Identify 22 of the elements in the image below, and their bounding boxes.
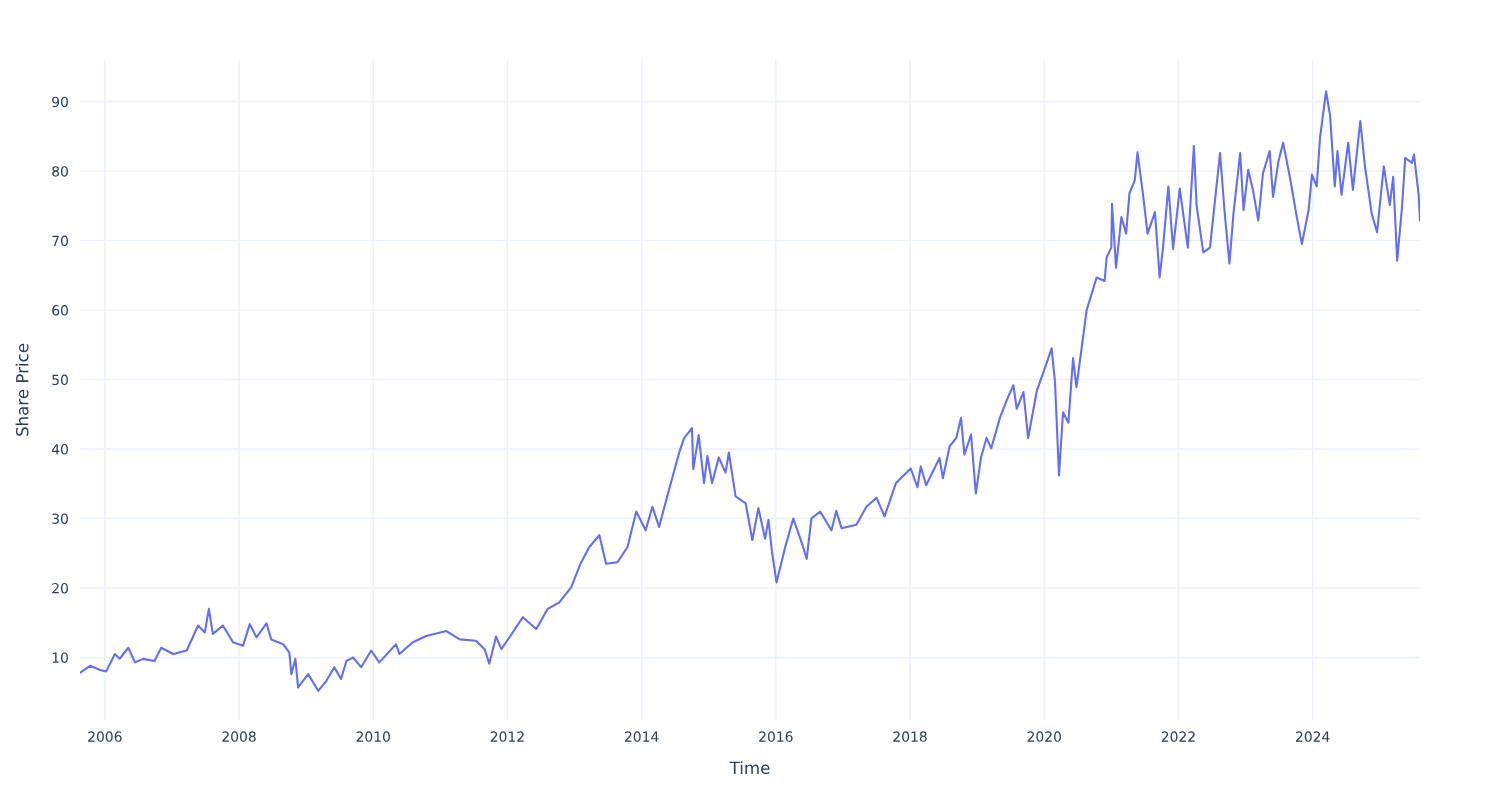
y-tick-label: 70 <box>52 235 68 247</box>
y-axis-title: Share Price <box>15 343 29 436</box>
x-axis-title: Time <box>729 761 770 775</box>
line-series <box>80 90 1420 692</box>
x-tick-label: 2018 <box>893 731 927 742</box>
x-tick-label: 2010 <box>356 731 390 742</box>
x-tick-label: 2020 <box>1027 731 1061 742</box>
x-tick-label: 2022 <box>1161 731 1195 742</box>
y-tick-label: 90 <box>52 96 68 108</box>
y-tick-label: 80 <box>52 166 68 177</box>
x-tick-label: 2006 <box>88 731 122 742</box>
y-tick-label: 10 <box>52 652 68 663</box>
x-tick-label: 2012 <box>490 731 524 742</box>
y-tick-label: 40 <box>51 444 68 455</box>
x-tick-label: 2008 <box>222 731 256 742</box>
y-tick-label: 60 <box>52 305 68 316</box>
x-tick-label: 2014 <box>624 731 659 742</box>
y-tick-label: 50 <box>52 374 68 386</box>
y-tick-label: 30 <box>52 513 68 524</box>
x-tick-label: 2024 <box>1295 731 1330 742</box>
y-tick-label: 20 <box>52 582 68 594</box>
x-tick-label: 2016 <box>759 731 793 742</box>
